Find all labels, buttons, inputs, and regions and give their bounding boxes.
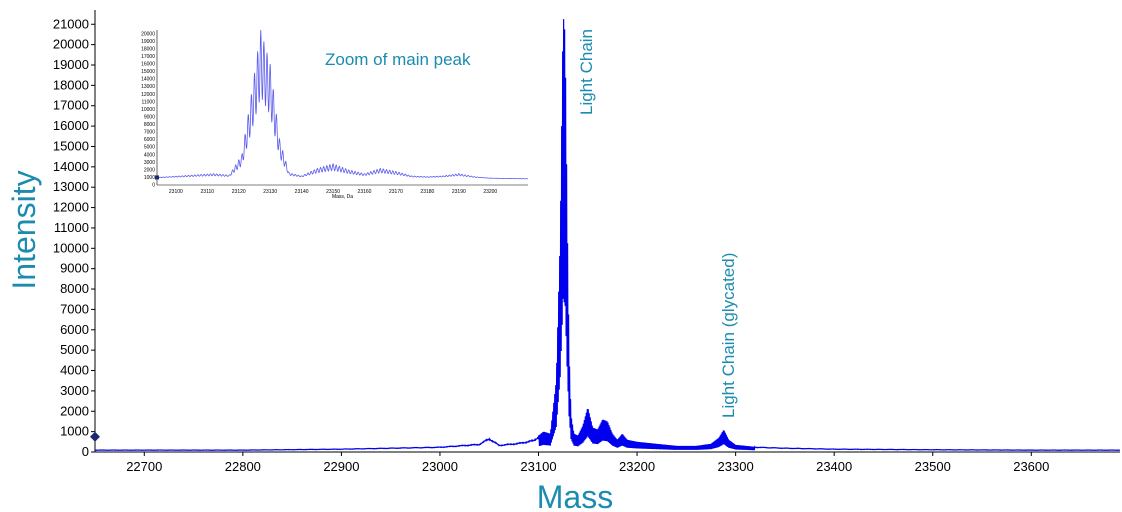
inset-x-tick-label: 23140 [295, 189, 309, 195]
x-tick-label: 23100 [520, 459, 556, 474]
inset-y-tick-label: 3000 [144, 160, 155, 166]
y-tick-label: 18000 [53, 77, 89, 92]
main-plot: 0100020003000400050006000700080009000100… [53, 10, 1121, 474]
x-tick-label: 22800 [225, 459, 261, 474]
y-tick-label: 14000 [53, 159, 89, 174]
y-tick-label: 20000 [53, 37, 89, 52]
y-tick-label: 1000 [60, 424, 89, 439]
x-tick-label: 23600 [1013, 459, 1049, 474]
inset-x-tick-label: 23130 [263, 189, 277, 195]
y-tick-label: 0 [82, 444, 89, 459]
x-tick-label: 23300 [718, 459, 754, 474]
inset-y-tick-label: 1000 [144, 175, 155, 181]
y-axis-title: Intensity [6, 170, 42, 289]
inset-y-tick-label: 0 [152, 183, 155, 189]
x-tick-label: 22900 [323, 459, 359, 474]
inset-x-tick-label: 23170 [389, 189, 403, 195]
inset-y-tick-label: 11000 [141, 99, 155, 105]
inset-y-tick-label: 6000 [144, 137, 155, 143]
inset-y-tick-label: 4000 [144, 152, 155, 158]
inset-y-tick-label: 7000 [144, 130, 155, 136]
spectrum-trace [94, 19, 1121, 451]
y-tick-label: 17000 [53, 98, 89, 113]
inset-y-tick-label: 20000 [141, 31, 155, 37]
inset-x-axis-title: Mass, Da [332, 194, 353, 200]
y-tick-label: 16000 [53, 118, 89, 133]
inset-x-tick-label: 23100 [169, 189, 183, 195]
inset-y-tick-label: 17000 [141, 54, 155, 60]
y-tick-label: 7000 [60, 301, 89, 316]
inset-y-tick-label: 16000 [141, 62, 155, 68]
inset-y-tick-label: 19000 [141, 39, 155, 45]
inset-baseline-marker [155, 175, 159, 180]
inset-y-tick-label: 13000 [141, 84, 155, 90]
inset-x-tick-label: 23190 [452, 189, 466, 195]
baseline-marker [90, 431, 100, 442]
y-tick-label: 19000 [53, 57, 89, 72]
inset-y-tick-label: 10000 [141, 107, 155, 113]
x-tick-label: 22700 [126, 459, 162, 474]
inset-title: Zoom of main peak [325, 50, 471, 69]
y-tick-label: 11000 [54, 220, 89, 235]
y-tick-label: 6000 [60, 322, 89, 337]
x-tick-label: 23000 [422, 459, 458, 474]
y-tick-label: 10000 [53, 240, 89, 255]
inset-y-tick-label: 15000 [141, 69, 155, 75]
y-tick-label: 12000 [53, 200, 89, 215]
inset-spectrum-trace [156, 29, 529, 180]
y-tick-label: 8000 [60, 281, 89, 296]
x-tick-label: 23200 [619, 459, 655, 474]
y-tick-label: 5000 [60, 342, 89, 357]
y-tick-label: 4000 [60, 363, 89, 378]
y-tick-label: 3000 [60, 383, 89, 398]
y-tick-label: 21000 [53, 16, 89, 31]
y-tick-label: 15000 [53, 138, 89, 153]
inset-x-tick-label: 23110 [201, 189, 215, 195]
y-tick-label: 9000 [60, 261, 89, 276]
inset-y-tick-label: 14000 [141, 77, 155, 83]
peak-label-light-chain-glycated: Light Chain (glycated) [719, 253, 738, 418]
x-tick-label: 23400 [816, 459, 852, 474]
y-tick-label: 13000 [53, 179, 89, 194]
inset-y-tick-label: 9000 [144, 114, 155, 120]
inset-y-tick-label: 2000 [144, 167, 155, 173]
inset-y-tick-label: 18000 [141, 46, 155, 52]
peak-label-light-chain: Light Chain [577, 29, 596, 115]
inset-x-tick-label: 23150 [326, 189, 340, 195]
inset-x-tick-label: 23200 [483, 189, 497, 195]
inset-x-tick-label: 23160 [358, 189, 372, 195]
inset-x-tick-label: 23180 [420, 189, 434, 195]
inset-y-tick-label: 12000 [141, 92, 155, 98]
y-tick-label: 2000 [60, 403, 89, 418]
x-tick-label: 23500 [915, 459, 951, 474]
inset-x-tick-label: 23120 [232, 189, 246, 195]
x-axis-title: Mass [537, 479, 613, 512]
inset-y-tick-label: 8000 [144, 122, 155, 128]
inset-y-tick-label: 5000 [144, 145, 155, 151]
